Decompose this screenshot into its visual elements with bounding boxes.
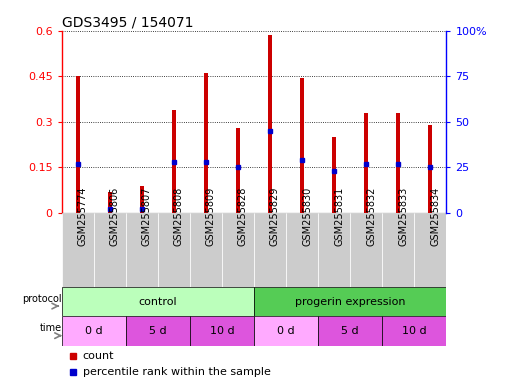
Bar — [158, 213, 190, 287]
Text: GSM255829: GSM255829 — [270, 187, 280, 246]
Bar — [62, 316, 126, 346]
Bar — [415, 213, 446, 287]
Bar — [190, 213, 222, 287]
Bar — [236, 128, 240, 213]
Text: GDS3495 / 154071: GDS3495 / 154071 — [62, 16, 193, 30]
Bar — [254, 316, 318, 346]
Text: GSM255806: GSM255806 — [110, 187, 120, 246]
Text: 5 d: 5 d — [341, 326, 359, 336]
Text: 0 d: 0 d — [277, 326, 295, 336]
Bar — [172, 110, 175, 213]
Text: 10 d: 10 d — [209, 326, 234, 336]
Bar — [222, 213, 254, 287]
Text: 0 d: 0 d — [85, 326, 103, 336]
Bar — [62, 287, 254, 316]
Bar — [204, 73, 208, 213]
Bar — [62, 213, 93, 287]
Bar — [76, 76, 80, 213]
Bar — [286, 213, 318, 287]
Bar — [350, 213, 382, 287]
Text: 10 d: 10 d — [402, 326, 427, 336]
Bar — [396, 113, 400, 213]
Text: GSM255833: GSM255833 — [398, 187, 408, 246]
Text: GSM255831: GSM255831 — [334, 187, 344, 246]
Text: GSM255834: GSM255834 — [430, 187, 440, 246]
Text: time: time — [40, 323, 62, 333]
Text: GSM255807: GSM255807 — [142, 187, 152, 246]
Bar — [364, 113, 368, 213]
Bar — [382, 316, 446, 346]
Bar — [268, 35, 272, 213]
Bar — [428, 125, 432, 213]
Bar — [190, 316, 254, 346]
Text: GSM255830: GSM255830 — [302, 187, 312, 246]
Text: control: control — [139, 296, 177, 306]
Bar — [318, 316, 382, 346]
Text: count: count — [83, 351, 114, 361]
Text: GSM255809: GSM255809 — [206, 187, 216, 246]
Text: protocol: protocol — [23, 294, 62, 304]
Bar — [300, 78, 304, 213]
Text: GSM255774: GSM255774 — [77, 187, 88, 246]
Bar — [318, 213, 350, 287]
Bar — [332, 137, 336, 213]
Text: GSM255808: GSM255808 — [174, 187, 184, 246]
Bar — [126, 316, 190, 346]
Bar — [126, 213, 158, 287]
Bar — [140, 185, 144, 213]
Text: progerin expression: progerin expression — [295, 296, 405, 306]
Bar — [254, 213, 286, 287]
Text: 5 d: 5 d — [149, 326, 167, 336]
Text: GSM255832: GSM255832 — [366, 187, 376, 246]
Text: GSM255828: GSM255828 — [238, 187, 248, 246]
Bar — [254, 287, 446, 316]
Text: percentile rank within the sample: percentile rank within the sample — [83, 367, 270, 377]
Bar — [382, 213, 415, 287]
Bar — [93, 213, 126, 287]
Bar — [108, 192, 112, 213]
